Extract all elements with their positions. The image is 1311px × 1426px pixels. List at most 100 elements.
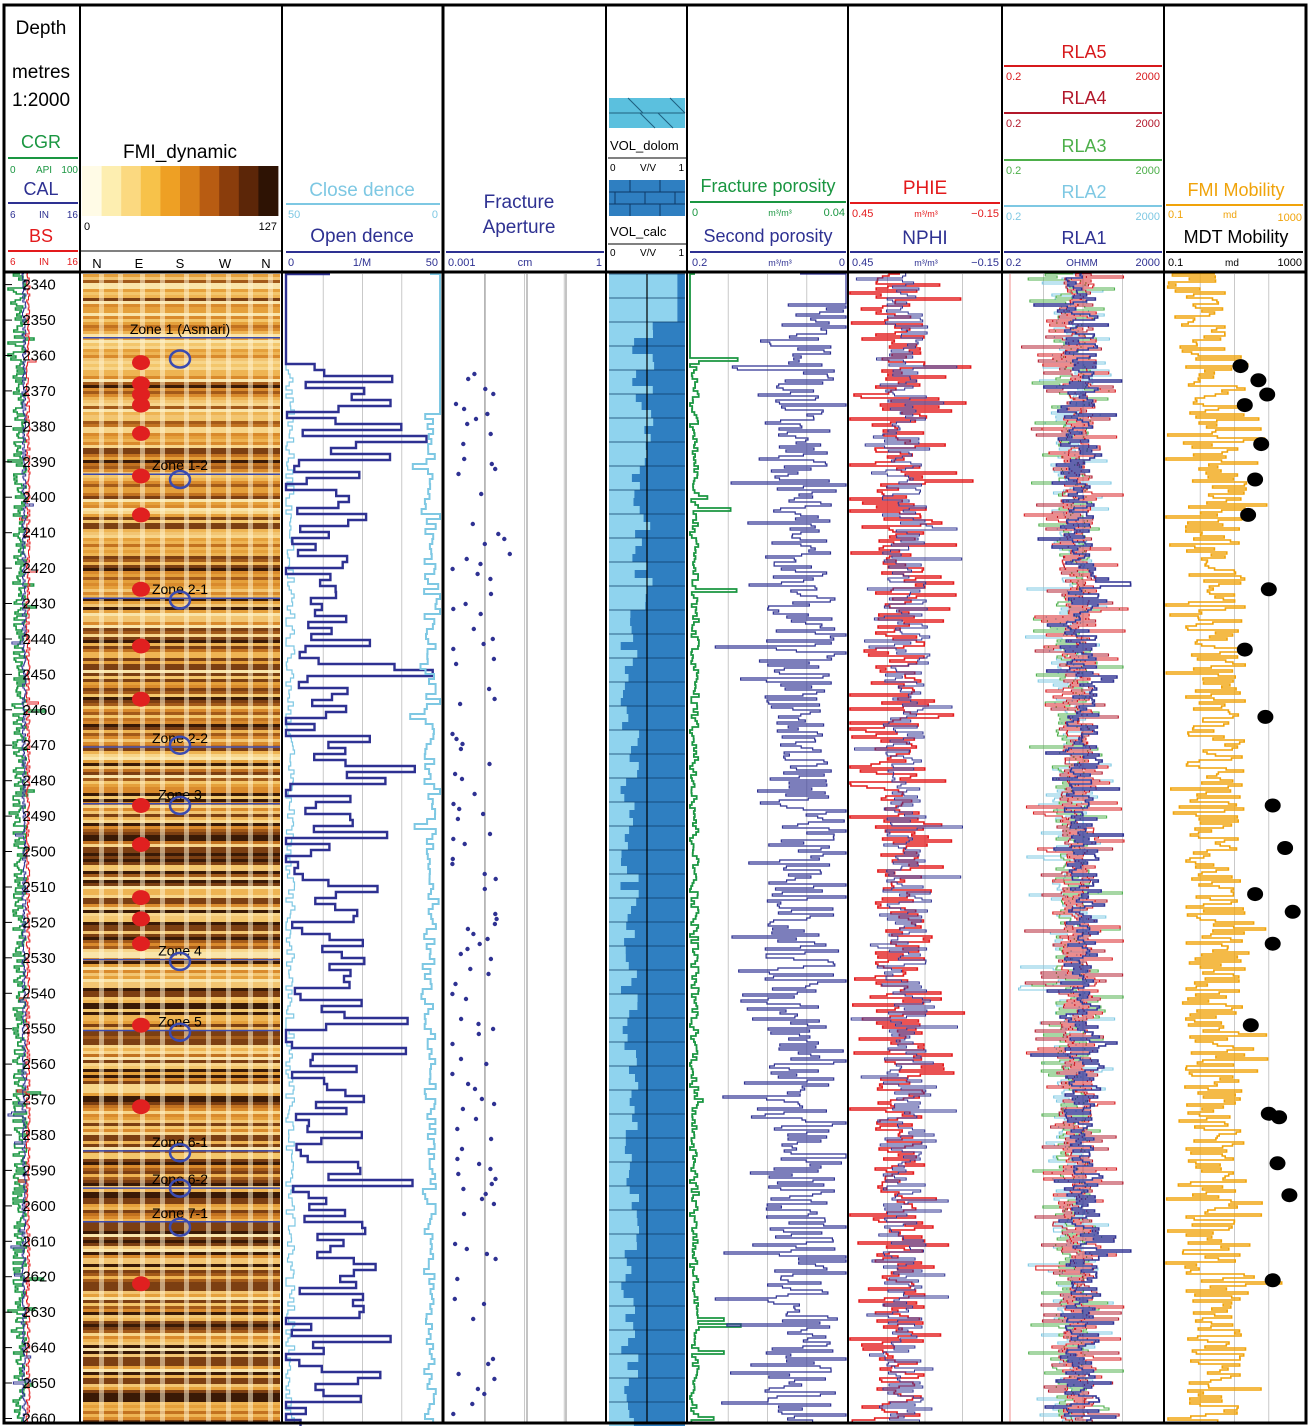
fmi-image-row xyxy=(83,1288,280,1292)
depth-label: 2470 xyxy=(22,737,55,754)
aperture-point xyxy=(461,406,467,412)
depth-label: 2440 xyxy=(22,631,55,648)
aperture-point xyxy=(461,441,466,447)
dolomite-fill xyxy=(609,602,646,611)
dolomite-fill xyxy=(609,1090,632,1099)
second-porosity-min: 0.2 xyxy=(692,257,707,269)
fmi-image-row xyxy=(83,286,280,290)
fmi-image-row xyxy=(83,1063,280,1067)
fmi-image-row xyxy=(83,1033,280,1037)
phie-curve xyxy=(849,273,974,1422)
aperture-point xyxy=(451,646,456,652)
fmi-markers xyxy=(132,349,192,1292)
fmi-image-row xyxy=(83,1087,280,1091)
fmi-image-row xyxy=(83,718,280,722)
fmi-image-row xyxy=(83,1129,280,1133)
dolomite-fill xyxy=(609,1234,637,1243)
aperture-point xyxy=(472,371,477,377)
fmi-azimuth-w: W xyxy=(219,256,232,271)
dolomite-fill xyxy=(609,970,637,979)
fmi-azimuth-s: S xyxy=(176,256,185,271)
rla5-min: 0.2 xyxy=(1006,71,1021,83)
depth-label: 2620 xyxy=(22,1269,55,1286)
depth-label: 2380 xyxy=(22,418,55,435)
fmi-image-row xyxy=(83,337,280,341)
fmi-scale-max: 127 xyxy=(259,221,277,233)
fmi-colorbar-cell xyxy=(121,166,142,216)
bs-min: 6 xyxy=(10,257,16,268)
fmi-image-row xyxy=(83,901,280,905)
dolomite-fill xyxy=(609,290,678,299)
fmi-image-row xyxy=(83,1183,280,1187)
fmi-image-row xyxy=(83,316,280,320)
fmi-image-row xyxy=(83,1174,280,1178)
fmi-colorbar-cell xyxy=(160,166,181,216)
fmi-colorbar-cell xyxy=(199,166,220,216)
dolomite-fill xyxy=(609,698,621,707)
aperture-point xyxy=(455,1126,460,1132)
fmi-image-row xyxy=(83,616,280,620)
fmi-image-row xyxy=(83,730,280,734)
dolomite-fill xyxy=(609,554,633,563)
fmi-image-row xyxy=(83,280,280,284)
aperture-point xyxy=(502,536,507,542)
dolomite-fill xyxy=(609,490,635,499)
aperture-point xyxy=(462,456,467,462)
aperture-point xyxy=(490,1356,496,1362)
aperture-point xyxy=(455,1156,460,1162)
fmi-image-row xyxy=(83,1162,280,1166)
dolomite-fill xyxy=(609,730,640,739)
aperture-point xyxy=(493,466,498,472)
fmi-image-row xyxy=(83,295,280,299)
fmi-image-row xyxy=(83,523,280,527)
aperture-point xyxy=(487,831,493,837)
fmi-mobility-max: 1000 xyxy=(1278,212,1302,224)
dolomite-fill xyxy=(609,1298,634,1307)
fmi-image-row xyxy=(83,457,280,461)
zone-marker xyxy=(168,735,192,755)
rla-curve-5 xyxy=(1018,273,1118,1422)
fmi-image-row xyxy=(83,673,280,677)
fracture-marker xyxy=(132,581,150,597)
nphi-max: −0.15 xyxy=(971,257,999,269)
fmi-image-row xyxy=(83,1000,280,1004)
fmi-image-row xyxy=(83,943,280,947)
depth-label: 2640 xyxy=(22,1340,55,1357)
fmi-image-row xyxy=(83,370,280,374)
zone-label: Zone 1 (Asmari) xyxy=(130,321,230,337)
aperture-point xyxy=(450,861,455,867)
fmi-image-row xyxy=(83,766,280,770)
dolomite-fill xyxy=(609,418,654,427)
fmi-image-row xyxy=(83,373,280,377)
dolomite-fill xyxy=(609,722,623,731)
lithology-columns xyxy=(609,273,685,1426)
close-dence-curve xyxy=(409,273,441,1424)
aperture-point xyxy=(456,471,461,477)
fmi-image-row xyxy=(83,913,280,917)
depth-label: 2560 xyxy=(22,1056,55,1073)
aperture-point xyxy=(458,1056,464,1062)
vol-calc-min: 0 xyxy=(610,248,616,259)
dolomite-fill xyxy=(609,1330,635,1339)
nphi-min: 0.45 xyxy=(852,257,873,269)
dolomite-fill xyxy=(609,938,625,947)
rla3-label: RLA3 xyxy=(1061,136,1106,156)
dolomite-fill xyxy=(609,530,636,539)
vol-dolom-max: 1 xyxy=(678,163,684,174)
mdt-mobility-point xyxy=(1269,1156,1286,1171)
aperture-point xyxy=(479,491,484,497)
rla2-max: 2000 xyxy=(1136,211,1160,223)
dolomite-fill xyxy=(609,1226,639,1235)
fmi-image-row xyxy=(83,1132,280,1136)
aperture-point xyxy=(457,701,463,707)
depth-label: 2630 xyxy=(22,1304,55,1321)
fmi-image-row xyxy=(83,571,280,575)
aperture-point xyxy=(457,806,462,812)
dolomite-fill xyxy=(609,930,635,939)
depth-label: 2460 xyxy=(22,702,55,719)
fmi-image-row xyxy=(83,628,280,632)
aperture-point xyxy=(473,1116,479,1122)
aperture-point xyxy=(480,811,486,817)
dolomite-fill xyxy=(609,658,633,667)
fmi-image-row xyxy=(83,919,280,923)
